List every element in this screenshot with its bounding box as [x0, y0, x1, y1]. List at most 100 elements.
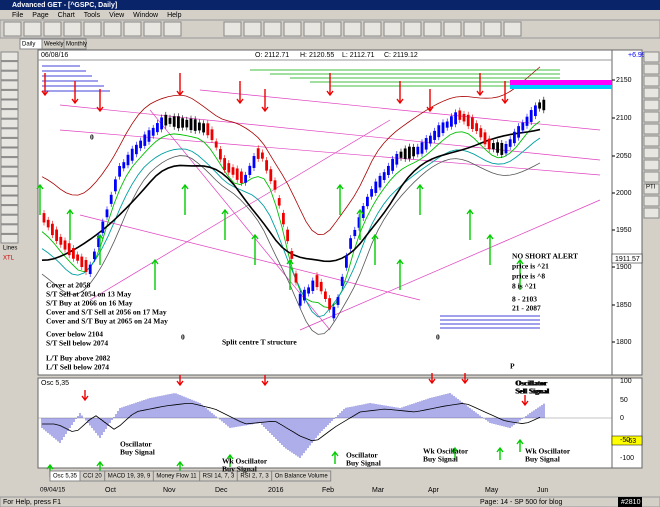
tool-button[interactable] — [443, 21, 462, 37]
tool-button[interactable] — [463, 21, 482, 37]
sidebar-button[interactable] — [0, 176, 19, 186]
sidebar-button[interactable] — [0, 233, 19, 244]
indicator-tab-label[interactable]: RSI 2, 7, 3 — [240, 474, 269, 480]
indicator-tab-label[interactable]: Money Flow 11 — [156, 474, 197, 480]
right-tool-button[interactable] — [643, 195, 660, 207]
date-label: Jun — [537, 487, 548, 494]
tool-button[interactable] — [423, 21, 442, 37]
timeframe-tab[interactable] — [63, 38, 87, 50]
right-tool-button[interactable] — [643, 135, 660, 147]
indicator-tab[interactable] — [271, 470, 332, 482]
change: +6.99 — [628, 52, 646, 59]
price-tick-label: 1900 — [616, 264, 632, 271]
sidebar-button[interactable] — [0, 157, 19, 167]
oscillator-axis — [611, 377, 643, 469]
sidebar-button[interactable] — [0, 147, 19, 158]
sidebar-button[interactable] — [0, 224, 19, 234]
tool-button[interactable] — [503, 21, 522, 37]
sidebar-label[interactable]: Lines — [3, 246, 17, 252]
sidebar-button[interactable] — [0, 205, 19, 215]
buy-arrow — [356, 208, 364, 240]
right-tool-button[interactable] — [643, 75, 660, 87]
tool-button[interactable] — [123, 21, 142, 37]
right-tool-button[interactable] — [643, 207, 660, 219]
tool-button[interactable] — [403, 21, 422, 37]
tool-button[interactable] — [223, 21, 242, 37]
candle — [424, 138, 428, 150]
sidebar-button[interactable] — [0, 195, 19, 206]
tool-button[interactable] — [103, 21, 122, 37]
sidebar-button[interactable] — [0, 61, 19, 71]
annotation: 21 - 2087 — [512, 304, 541, 313]
right-tool-label[interactable]: PTI — [646, 185, 656, 191]
menu-item[interactable]: View — [109, 12, 125, 19]
oscillator-tick-label: 100 — [620, 378, 632, 385]
tool-button[interactable] — [343, 21, 362, 37]
sidebar-button[interactable] — [0, 185, 19, 196]
candle — [97, 235, 100, 248]
tool-button[interactable] — [363, 21, 382, 37]
menu-item[interactable]: Help — [167, 12, 182, 19]
sell-arrow — [71, 81, 79, 105]
right-tool-button[interactable] — [643, 171, 660, 183]
tool-button[interactable] — [263, 21, 282, 37]
tool-button[interactable] — [3, 21, 22, 37]
tool-button[interactable] — [323, 21, 342, 37]
tool-button[interactable] — [283, 21, 302, 37]
candle — [51, 223, 54, 236]
timeframe-tab-label[interactable]: Daily — [22, 42, 35, 48]
candle — [433, 130, 436, 140]
right-tool-button[interactable] — [643, 123, 660, 135]
tool-button[interactable] — [43, 21, 62, 37]
menu-item[interactable]: Chart — [58, 12, 75, 19]
indicator-tab-label[interactable]: CCI 20 — [83, 474, 102, 480]
trend-line — [199, 89, 601, 131]
menu-item[interactable]: File — [12, 12, 23, 19]
timeframe-tab-label[interactable]: Monthly — [66, 42, 87, 48]
right-tool-button[interactable] — [643, 51, 660, 63]
sidebar-button[interactable] — [0, 118, 19, 129]
sidebar-button[interactable] — [0, 89, 19, 100]
candle — [475, 123, 478, 132]
tool-button[interactable] — [483, 21, 502, 37]
sidebar-button[interactable] — [0, 137, 19, 148]
indicator-tab-label[interactable]: On Balance Volume — [275, 474, 329, 480]
oscillator-annotation: Sell Signal — [515, 387, 549, 396]
menu-item[interactable]: Window — [133, 12, 159, 19]
sidebar-label[interactable]: XTL — [3, 256, 15, 262]
sidebar-button[interactable] — [0, 70, 19, 81]
menu-item[interactable]: Page — [32, 12, 48, 19]
right-tool-button[interactable] — [643, 147, 660, 159]
tool-button[interactable] — [23, 21, 42, 37]
sidebar-button[interactable] — [0, 109, 19, 119]
candle — [55, 229, 58, 242]
sidebar-button[interactable] — [0, 128, 19, 138]
timeframe-tab-label[interactable]: Weekly — [44, 42, 64, 48]
sidebar-button[interactable] — [0, 80, 19, 90]
sidebar-button[interactable] — [0, 99, 19, 110]
right-tool-button[interactable] — [643, 87, 660, 99]
tool-button[interactable] — [83, 21, 102, 37]
right-tool-button[interactable] — [643, 63, 660, 75]
right-tool-button[interactable] — [643, 183, 660, 195]
right-tool-button[interactable] — [643, 111, 660, 123]
sidebar-button[interactable] — [0, 51, 19, 62]
sidebar-button[interactable] — [0, 214, 19, 225]
candle — [345, 255, 348, 268]
tool-button[interactable] — [63, 21, 82, 37]
buy-arrow — [226, 453, 234, 467]
right-tool-button[interactable] — [643, 159, 660, 171]
candle — [105, 209, 109, 218]
tool-button[interactable] — [143, 21, 162, 37]
indicator-tab-label[interactable]: Osc 5,35 — [53, 474, 78, 480]
sidebar-button[interactable] — [0, 166, 19, 177]
right-tool-button[interactable] — [643, 99, 660, 111]
tool-button[interactable] — [243, 21, 262, 37]
indicator-tab-label[interactable]: RSI 14, 7, 3 — [203, 474, 235, 480]
indicator-tab-label[interactable]: MACD 19, 39, 9 — [108, 474, 151, 480]
tool-button[interactable] — [163, 21, 182, 37]
tool-button[interactable] — [303, 21, 322, 37]
menu-item[interactable]: Tools — [84, 12, 101, 19]
tool-button[interactable] — [383, 21, 402, 37]
